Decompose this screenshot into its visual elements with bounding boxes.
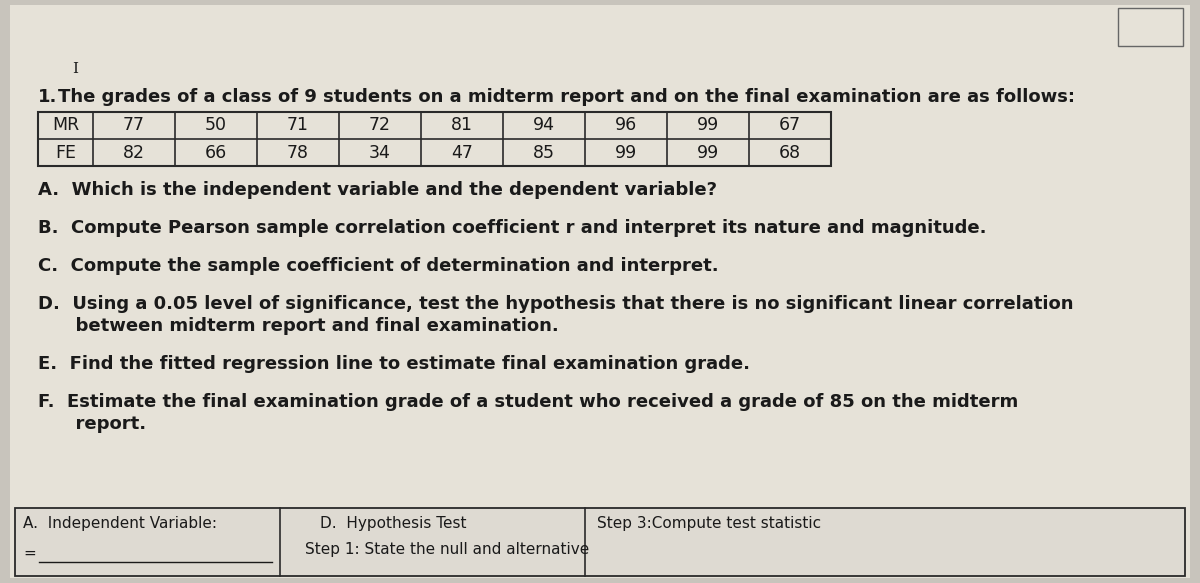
Text: D.  Hypothesis Test: D. Hypothesis Test <box>320 516 467 531</box>
Bar <box>1118 8 1183 46</box>
Text: 85: 85 <box>533 143 554 161</box>
Text: FE: FE <box>55 143 76 161</box>
Text: 47: 47 <box>451 143 473 161</box>
Text: A.  Which is the independent variable and the dependent variable?: A. Which is the independent variable and… <box>38 181 718 199</box>
Text: 82: 82 <box>124 143 145 161</box>
Text: 1.: 1. <box>38 88 58 106</box>
Text: B.  Compute Pearson sample correlation coefficient r and interpret its nature an: B. Compute Pearson sample correlation co… <box>38 219 986 237</box>
Text: 81: 81 <box>451 117 473 135</box>
Text: 99: 99 <box>697 117 719 135</box>
Text: 96: 96 <box>614 117 637 135</box>
Text: between midterm report and final examination.: between midterm report and final examina… <box>38 317 559 335</box>
Text: 67: 67 <box>779 117 802 135</box>
Text: Step 3:Compute test statistic: Step 3:Compute test statistic <box>598 516 821 531</box>
Text: =: = <box>23 546 36 561</box>
Text: 99: 99 <box>697 143 719 161</box>
Text: A.  Independent Variable:: A. Independent Variable: <box>23 516 217 531</box>
Text: D.  Using a 0.05 level of significance, test the hypothesis that there is no sig: D. Using a 0.05 level of significance, t… <box>38 295 1074 313</box>
Text: 94: 94 <box>533 117 554 135</box>
Text: 78: 78 <box>287 143 310 161</box>
Text: E.  Find the fitted regression line to estimate final examination grade.: E. Find the fitted regression line to es… <box>38 355 750 373</box>
Text: 68: 68 <box>779 143 802 161</box>
Text: 71: 71 <box>287 117 310 135</box>
Text: F.  Estimate the final examination grade of a student who received a grade of 85: F. Estimate the final examination grade … <box>38 393 1019 411</box>
Text: Step 1: State the null and alternative: Step 1: State the null and alternative <box>305 542 589 557</box>
Bar <box>14 508 1186 576</box>
Text: The grades of a class of 9 students on a midterm report and on the final examina: The grades of a class of 9 students on a… <box>58 88 1075 106</box>
Bar <box>38 112 830 166</box>
Text: 77: 77 <box>124 117 145 135</box>
Text: C.  Compute the sample coefficient of determination and interpret.: C. Compute the sample coefficient of det… <box>38 257 719 275</box>
Text: 99: 99 <box>614 143 637 161</box>
Text: MR: MR <box>52 117 79 135</box>
Text: 66: 66 <box>205 143 227 161</box>
Text: 50: 50 <box>205 117 227 135</box>
Text: 72: 72 <box>370 117 391 135</box>
Text: I: I <box>72 62 78 76</box>
Text: 34: 34 <box>370 143 391 161</box>
Text: report.: report. <box>38 415 146 433</box>
